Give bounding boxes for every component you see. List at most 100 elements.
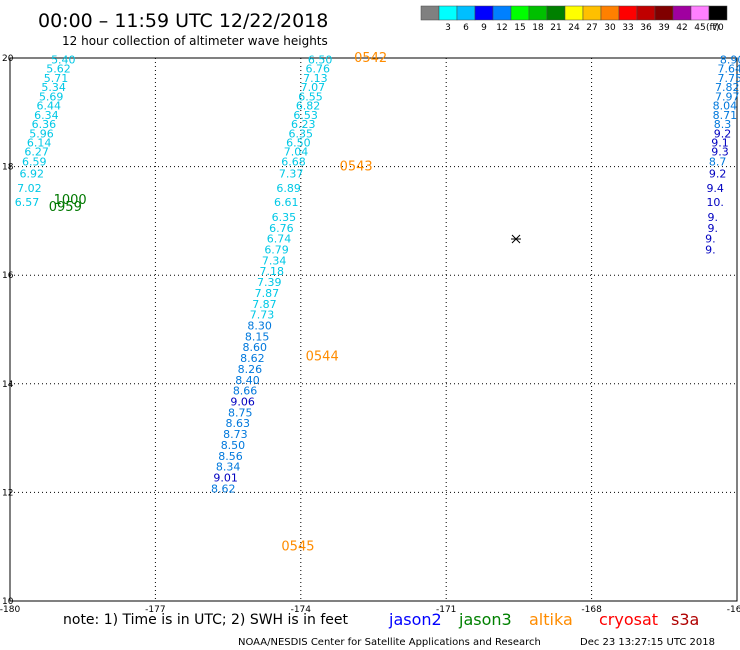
wave-height-value: 6.35 — [289, 127, 314, 140]
satellite-legend-label: altika — [529, 610, 573, 629]
colorbar-swatch — [546, 5, 566, 21]
colorbar-label: 36 — [640, 23, 652, 33]
map-cross-icon — [511, 234, 521, 244]
x-tick-label: -177 — [145, 605, 165, 615]
wave-height-value: 6.55 — [298, 90, 323, 103]
wave-height-value: 9.06 — [230, 396, 255, 409]
x-tick-label: -171 — [436, 605, 456, 615]
map-subtitle: 12 hour collection of altimeter wave hei… — [62, 34, 328, 48]
wave-height-value: 6.35 — [272, 211, 297, 224]
x-tick-label: -180 — [0, 605, 20, 615]
wave-height-value: 7.04 — [284, 146, 309, 159]
track-time-label: 1000 — [54, 193, 87, 208]
wave-height-value: 9.2 — [709, 167, 727, 180]
wave-height-value: 8.62 — [211, 482, 236, 495]
wave-height-value: 8.3 — [714, 118, 732, 131]
wave-height-value: 7.34 — [262, 254, 287, 267]
wave-height-value: 6.23 — [291, 118, 316, 131]
wave-height-value: 6.92 — [20, 167, 45, 180]
footer-note: note: 1) Time is in UTC; 2) SWH is in fe… — [63, 612, 349, 628]
colorbar-label: 6 — [463, 23, 469, 33]
wave-height-value: 6.68 — [281, 156, 306, 169]
colorbar-swatch — [438, 5, 458, 21]
colorbar-label: 9 — [481, 23, 487, 33]
track-time-label: 0542 — [354, 51, 387, 66]
colorbar-swatch — [510, 5, 530, 21]
wave-height-value: 8.73 — [223, 428, 248, 441]
wave-height-value: 8.60 — [243, 341, 268, 354]
wave-height-value: 8.50 — [221, 439, 246, 452]
wave-height-value: 6.76 — [269, 222, 294, 235]
colorbar-label: 21 — [550, 23, 561, 33]
colorbar-swatch — [564, 5, 584, 21]
wave-height-value: 8.63 — [226, 417, 251, 430]
wave-height-value: 5.69 — [39, 90, 64, 103]
wave-height-value: 8.34 — [216, 461, 241, 474]
wave-height-value: 9.4 — [706, 182, 724, 195]
track-time-label: 0543 — [340, 159, 373, 174]
map-title: 00:00 – 11:59 UTC 12/22/2018 — [38, 10, 328, 32]
wave-height-value: 7.87 — [255, 287, 280, 300]
colorbar-swatch — [420, 5, 440, 21]
wave-height-value: 7.97 — [715, 90, 740, 103]
colorbar-swatch — [492, 5, 512, 21]
wave-height-value: 8.30 — [247, 320, 272, 333]
colorbar-label: 27 — [586, 23, 597, 33]
colorbar-label: 33 — [622, 23, 633, 33]
map-frame — [9, 57, 738, 602]
wave-height-value: 7.64 — [717, 63, 740, 76]
colorbar-label: 45 — [694, 23, 705, 33]
wave-height-value: 6.14 — [27, 137, 52, 150]
wave-height-value: 7.07 — [301, 81, 326, 94]
x-tick-label: -165 — [727, 605, 740, 615]
wave-height-value: 6.61 — [274, 196, 299, 209]
satellite-legend-label: jason3 — [458, 610, 512, 629]
colorbar-unit-label: (ft) — [706, 23, 720, 33]
track-time-label: 0544 — [306, 349, 339, 364]
colorbar-swatch — [600, 5, 620, 21]
wave-height-value: 5.62 — [46, 63, 71, 76]
x-tick-label: -168 — [581, 605, 602, 615]
wave-height-value: 8.7 — [709, 156, 727, 169]
y-tick-label: 12 — [2, 488, 13, 498]
colorbar-swatch — [636, 5, 656, 21]
colorbar-label: 15 — [514, 23, 525, 33]
wave-height-value: 7.82 — [715, 81, 740, 94]
map-grid — [10, 58, 737, 601]
wave-height-value: 7.13 — [303, 72, 328, 85]
wave-height-value: 6.53 — [293, 109, 318, 122]
wave-height-value: 8.15 — [245, 330, 270, 343]
wave-height-value: 10. — [706, 196, 724, 209]
colorbar-label: 70 — [712, 23, 724, 33]
colorbar-label: 42 — [676, 23, 687, 33]
wave-height-value: 5.96 — [29, 127, 54, 140]
y-tick-label: 14 — [2, 380, 14, 390]
wave-height-value: 6.50 — [286, 137, 311, 150]
wave-height-value: 6.44 — [37, 100, 62, 113]
wave-height-value: 6.27 — [24, 146, 49, 159]
wave-height-value: 8.40 — [235, 374, 260, 387]
colorbar-swatch — [654, 5, 674, 21]
wave-height-value: 8.56 — [218, 450, 243, 463]
wave-height-value: 6.74 — [267, 233, 292, 246]
wave-height-value: 6.79 — [264, 243, 289, 256]
wave-height-value: 7.02 — [17, 182, 42, 195]
colorbar-label: 30 — [604, 23, 616, 33]
wave-height-value: 6.50 — [308, 53, 333, 66]
wave-height-value: 8.90 — [720, 53, 740, 66]
wave-height-value: 6.82 — [296, 100, 321, 113]
wave-height-value: 9.2 — [714, 127, 732, 140]
footer-credit: NOAA/NESDIS Center for Satellite Applica… — [238, 637, 541, 648]
y-tick-label: 20 — [2, 54, 14, 64]
wave-height-value: 7.37 — [279, 167, 304, 180]
colorbar-swatch — [708, 5, 728, 21]
wave-height-value: 7.75 — [717, 72, 740, 85]
wave-height-points: 5.405.625.715.345.696.446.346.365.966.14… — [15, 53, 740, 495]
colorbar-label: 39 — [658, 23, 670, 33]
wave-height-value: 8.62 — [240, 352, 265, 365]
footer-timestamp: Dec 23 13:27:15 UTC 2018 — [580, 637, 715, 648]
track-time-label: 0545 — [281, 540, 314, 555]
wave-height-value: 7.87 — [252, 298, 277, 311]
